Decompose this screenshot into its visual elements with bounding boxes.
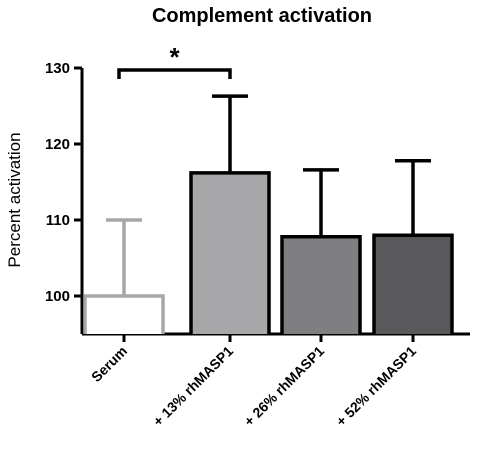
x-category-label: + 13% rhMASP1 (150, 343, 237, 430)
chart-title: Complement activation (152, 5, 372, 27)
y-axis-label: Percent activation (5, 132, 24, 267)
y-tick-label: 110 (46, 212, 70, 229)
bar-fill (374, 235, 452, 334)
x-category-label: Serum (88, 343, 130, 385)
plot-area: 100 110 120 130 Serum + 13% rhMASP1 + 26% rhMA… (45, 42, 470, 429)
significance-bracket (117, 68, 232, 79)
x-category-label: + 26% rhMASP1 (241, 343, 328, 430)
y-tick-label: 100 (45, 288, 70, 305)
bar (280, 234, 362, 334)
bar-fill (191, 172, 269, 334)
y-tick-label: 120 (45, 136, 70, 153)
bar (189, 171, 271, 334)
bar (372, 233, 454, 334)
significance-star: * (169, 42, 180, 72)
bar-fill (282, 236, 360, 334)
x-category-label: + 52% rhMASP1 (333, 343, 420, 430)
y-tick-label: 130 (45, 60, 70, 77)
bar (83, 294, 165, 334)
bar-fill (85, 296, 163, 334)
